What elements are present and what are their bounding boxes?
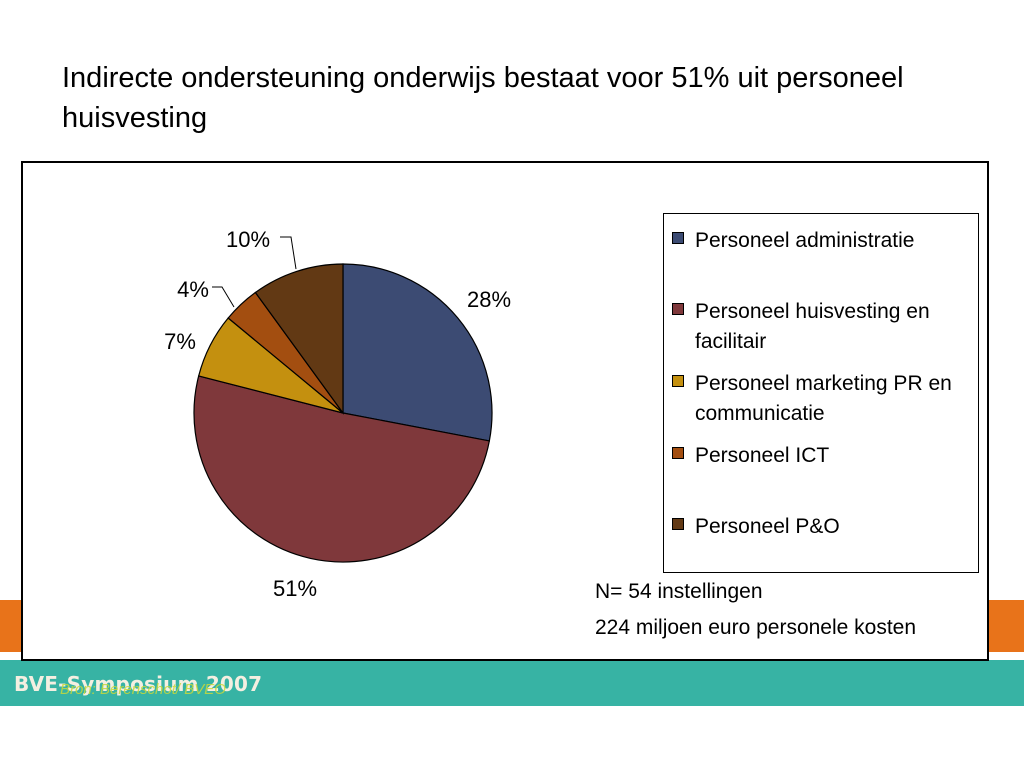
legend-swatch bbox=[672, 375, 684, 387]
legend-label: Personeel huisvesting en facilitair bbox=[695, 300, 930, 353]
data-label: 28% bbox=[467, 287, 511, 312]
data-label: 51% bbox=[273, 576, 317, 601]
leader-line bbox=[280, 236, 297, 270]
legend-label: Personeel ICT bbox=[695, 444, 830, 467]
pie-chart: 28% 51% 7% 4% 10% bbox=[164, 227, 511, 601]
legend-label: Personeel P&O bbox=[695, 515, 840, 538]
legend-swatch bbox=[672, 303, 684, 315]
data-label: 10% bbox=[226, 227, 270, 252]
chart-frame: 28% 51% 7% 4% 10% Personeel administratie Pe… bbox=[21, 161, 989, 661]
slide-title: Indirecte ondersteuning onderwijs bestaa… bbox=[62, 62, 904, 134]
pie-slice bbox=[342, 263, 493, 442]
footer-logo: BVE-Symposium 2007 bbox=[14, 672, 263, 696]
data-label: 7% bbox=[164, 329, 196, 354]
sample-size-note: N= 54 instellingen bbox=[595, 580, 763, 603]
data-label: 4% bbox=[177, 277, 209, 302]
legend-label: Personeel administratie bbox=[695, 229, 915, 252]
legend-label: Personeel marketing PR en communicatie bbox=[695, 372, 952, 425]
legend-swatch bbox=[672, 518, 684, 530]
footer-source-text: Bron: Berenschot/ BVEO bbox=[60, 681, 226, 698]
total-cost-note: 224 miljoen euro personele kosten bbox=[595, 616, 917, 639]
legend-swatch bbox=[672, 447, 684, 459]
chart-legend: Personeel administratie Personeel huisve… bbox=[663, 213, 979, 573]
pie-slice bbox=[193, 375, 491, 563]
footer-teal-band bbox=[0, 660, 1024, 706]
pie-slice bbox=[254, 263, 344, 415]
leader-line bbox=[212, 286, 235, 308]
legend-swatch bbox=[672, 232, 684, 244]
